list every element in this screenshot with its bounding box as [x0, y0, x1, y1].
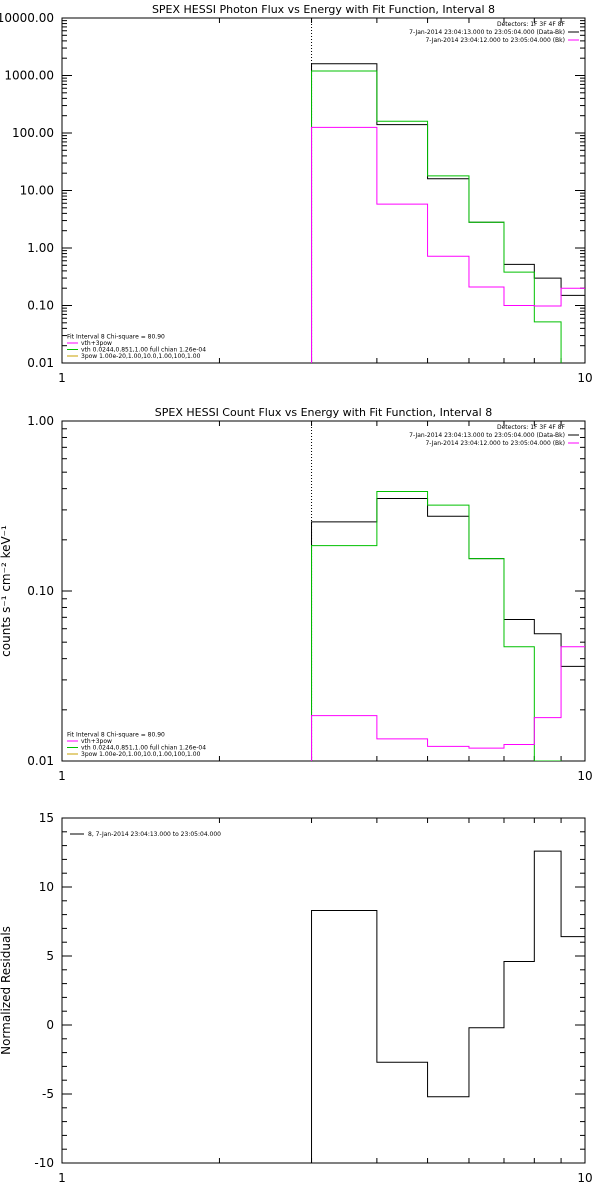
axis-ticks: [61, 817, 586, 1164]
axis-ticks: [61, 17, 586, 364]
x-tick-label: 10: [577, 1171, 592, 1185]
y-tick-label: 10000.00: [0, 11, 54, 25]
y-tick-label: 5: [46, 949, 54, 963]
fit-note: vth+3pow: [81, 340, 112, 347]
chart-title: SPEX HESSI Photon Flux vs Energy with Fi…: [152, 3, 495, 16]
header-note: 7-Jan-2014 23:04:12.000 to 23:05:04.000 …: [425, 37, 565, 44]
series-bk-line: [311, 646, 585, 761]
y-tick-label: 10.00: [20, 184, 54, 198]
header-note: Detectors: 1F 3F 4F 8F: [497, 424, 566, 431]
series-data-bk-line: [311, 63, 585, 363]
y-tick-label: 1000.00: [4, 69, 54, 83]
header-note: Detectors: 1F 3F 4F 8F: [497, 21, 566, 28]
y-tick-label: 15: [39, 811, 54, 825]
y-tick-label: 1.00: [27, 414, 54, 428]
legend-label: 8, 7-Jan-2014 23:04:13.000 to 23:05:04.0…: [88, 831, 221, 838]
y-tick-label: 0.01: [27, 356, 54, 370]
fit-note: Fit Interval 8 Chi-square = 80.90: [67, 732, 165, 739]
header-note: 7-Jan-2014 23:04:13.000 to 23:05:04.000 …: [409, 29, 565, 36]
x-tick-label: 1: [58, 371, 66, 385]
y-tick-label: 0.01: [27, 754, 54, 768]
fit-note: 3pow 1.00e-20,1.00,10.0,1.00,100,1.00: [81, 751, 201, 758]
x-tick-label: 10: [577, 371, 592, 385]
plot-frame: [61, 17, 586, 364]
y-tick-label: -5: [42, 1087, 54, 1101]
y-tick-label: 100.00: [12, 126, 54, 140]
y-tick-label: 0: [46, 1018, 54, 1032]
y-tick-label: 10: [39, 880, 54, 894]
y-tick-label: 1.00: [27, 241, 54, 255]
panel-1: SPEX HESSI Photon Flux vs Energy with Fi…: [0, 3, 593, 385]
x-tick-label: 1: [58, 769, 66, 783]
fit-note: vth 0.0244,0.851,1.00 full chian 1.26e-0…: [81, 347, 206, 354]
chart-title: SPEX HESSI Count Flux vs Energy with Fit…: [155, 406, 492, 419]
y-axis-label: Normalized Residuals: [0, 926, 13, 1055]
fit-note: vth+3pow: [81, 738, 112, 745]
panel-3: -10 -5 0 5 10 15 1 10 Normalized Residuals 8, 7-J…: [0, 811, 593, 1185]
header-note: 7-Jan-2014 23:04:13.000 to 23:05:04.000 …: [409, 432, 565, 439]
plot-frame: [61, 420, 586, 762]
series-vth-3pow-line: [311, 70, 562, 363]
y-tick-label: 0.10: [27, 584, 54, 598]
panel-2: SPEX HESSI Count Flux vs Energy with Fit…: [0, 406, 593, 783]
x-tick-label: 1: [58, 1171, 66, 1185]
series-vth-3pow-line: [311, 490, 562, 761]
fit-note: 3pow 1.00e-20,1.00,10.0,1.00,100,1.00: [81, 353, 201, 360]
x-tick-label: 10: [577, 769, 592, 783]
series-8-line: [311, 850, 585, 1163]
header-note: 7-Jan-2014 23:04:12.000 to 23:05:04.000 …: [425, 440, 565, 447]
fit-note: Fit Interval 8 Chi-square = 80.90: [67, 334, 165, 341]
series-data-bk-line: [311, 498, 585, 761]
y-axis-label: counts s⁻¹ cm⁻² keV⁻¹: [0, 525, 13, 657]
y-tick-label: -10: [34, 1156, 54, 1170]
series-bk-line: [311, 126, 585, 363]
fit-note: vth 0.0244,0.851,1.00 full chian 1.26e-0…: [81, 745, 206, 752]
y-tick-label: 0.10: [27, 299, 54, 313]
axis-ticks: [61, 420, 586, 762]
plot-frame: [61, 817, 586, 1164]
